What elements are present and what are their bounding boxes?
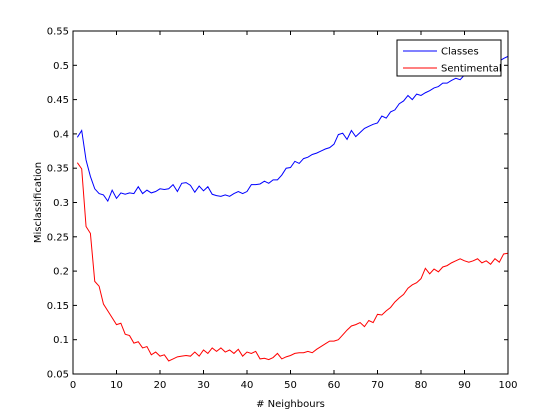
x-tick-label: 20 — [154, 380, 167, 391]
x-tick-label: 40 — [241, 380, 254, 391]
plot-area — [73, 31, 508, 374]
x-tick-label: 70 — [371, 380, 384, 391]
y-tick-label: 0.05 — [47, 370, 69, 381]
x-axis-ticks: 0 10 20 30 40 50 60 70 80 90 100 — [70, 31, 518, 391]
x-tick-label: 0 — [70, 380, 76, 391]
y-axis-label: Misclassification — [33, 162, 44, 243]
x-tick-label: 100 — [498, 380, 517, 391]
series-line-sentimental — [76, 162, 509, 362]
x-tick-label: 60 — [328, 380, 341, 391]
x-tick-label: 80 — [415, 380, 428, 391]
y-tick-label: 0.1 — [53, 335, 69, 346]
legend-label-classes: Classes — [441, 47, 479, 58]
legend-box — [396, 39, 502, 77]
x-tick-label: 90 — [458, 380, 471, 391]
series-line-classes — [76, 55, 509, 203]
legend-label-sentimental: Sentimental — [441, 64, 502, 75]
y-tick-label: 0.55 — [47, 27, 69, 38]
series-layer — [76, 55, 509, 362]
y-tick-label: 0.2 — [53, 267, 69, 278]
y-tick-label: 0.15 — [47, 301, 69, 312]
y-tick-label: 0.25 — [47, 232, 69, 243]
y-tick-label: 0.5 — [53, 61, 69, 72]
y-tick-label: 0.3 — [53, 198, 69, 209]
y-axis-ticks: 0.05 0.1 0.15 0.2 0.25 0.3 0.35 0.4 0.45 0.5 0.55 — [47, 27, 508, 381]
y-tick-label: 0.35 — [47, 164, 69, 175]
y-tick-label: 0.4 — [53, 129, 69, 140]
x-tick-label: 50 — [284, 380, 297, 391]
x-axis-label: # Neighbours — [256, 399, 325, 410]
y-tick-label: 0.45 — [47, 95, 69, 106]
x-tick-label: 10 — [110, 380, 123, 391]
x-tick-label: 30 — [197, 380, 210, 391]
legend: Classes Sentimental — [396, 39, 502, 77]
